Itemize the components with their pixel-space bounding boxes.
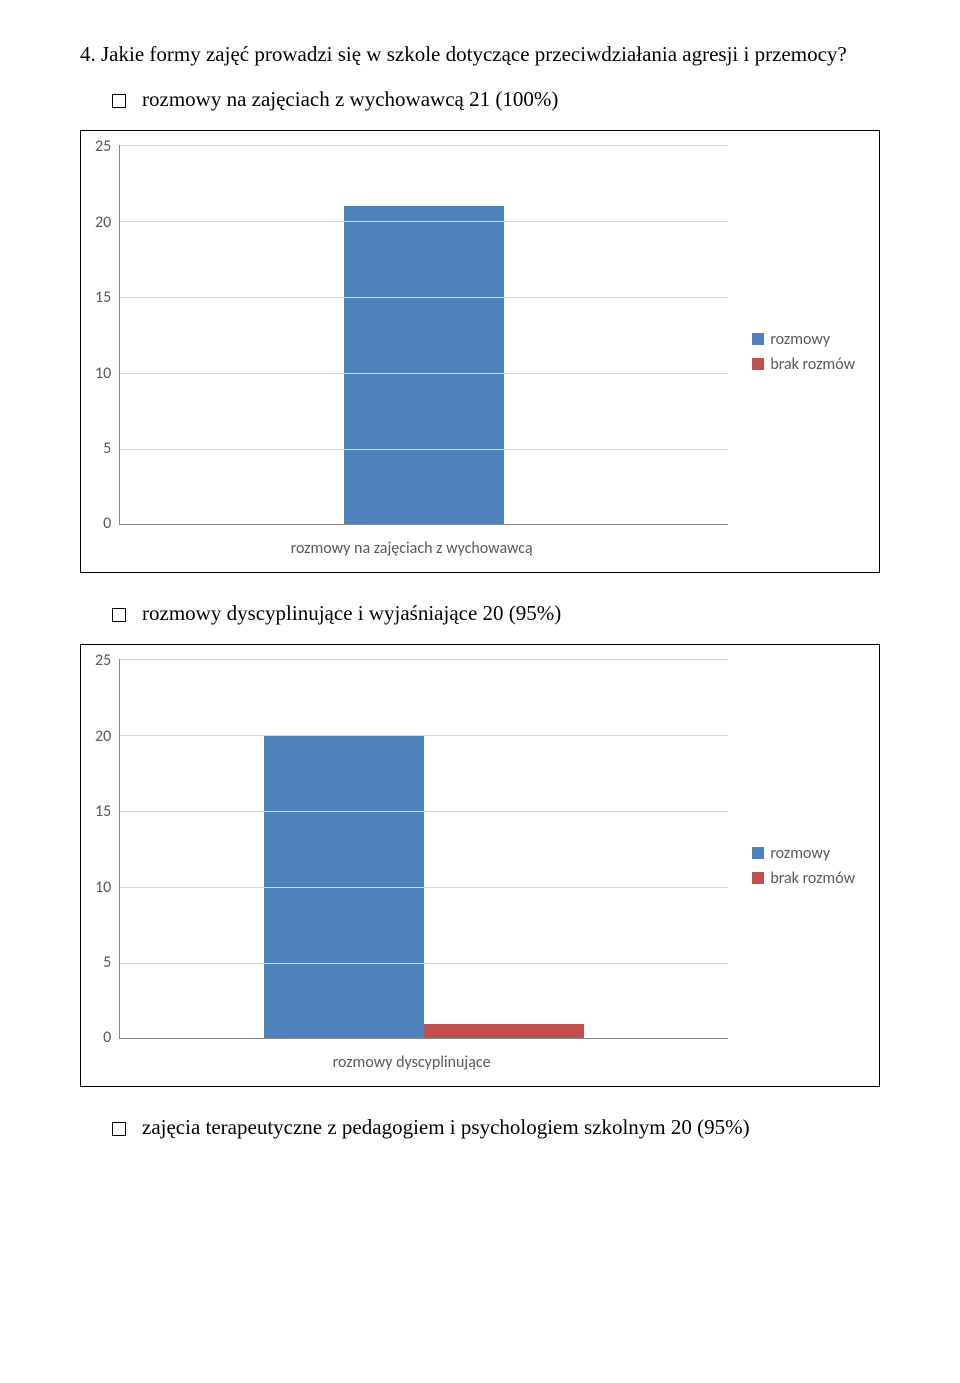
bullet-marker-icon — [112, 94, 126, 108]
legend-label: brak rozmów — [770, 355, 855, 374]
y-tick: 0 — [103, 514, 111, 533]
y-tick: 5 — [103, 953, 111, 972]
gridline — [120, 297, 728, 298]
chart-2-plot — [119, 659, 728, 1039]
bullet-item-1: rozmowy na zajęciach z wychowawcą 21 (10… — [112, 87, 880, 112]
y-tick: 25 — [95, 137, 111, 156]
chart-1: 25 20 15 10 5 0 rozmowy na zajęciach z wychow… — [80, 130, 880, 573]
chart-2-area: 2520151050 rozmowy dyscyplinujące — [95, 659, 728, 1072]
legend-label: rozmowy — [770, 330, 830, 349]
bar — [344, 206, 504, 525]
legend-swatch — [752, 847, 764, 859]
y-tick: 25 — [95, 651, 111, 670]
chart-1-y-axis: 25 20 15 10 5 0 — [95, 137, 119, 533]
y-tick: 0 — [103, 1028, 111, 1047]
legend-label: rozmowy — [770, 844, 830, 863]
legend-swatch — [752, 358, 764, 370]
legend-label: brak rozmów — [770, 869, 855, 888]
gridline — [120, 811, 728, 812]
legend-item: rozmowy — [752, 844, 855, 863]
chart-1-area: 2520151050 rozmowy na zajęciach z wychow… — [95, 145, 728, 558]
bar — [424, 1024, 584, 1039]
y-tick: 15 — [95, 802, 111, 821]
chart-1-legend: rozmowy brak rozmów — [752, 324, 855, 380]
bullet-item-3: zajęcia terapeutyczne z pedagogiem i psy… — [112, 1115, 880, 1140]
legend-item: brak rozmów — [752, 869, 855, 888]
gridline — [120, 221, 728, 222]
chart-2: 25 20 15 10 5 0 rozmowy dyscyplinujące rozmow… — [80, 644, 880, 1087]
y-tick: 20 — [95, 727, 111, 746]
bullet-marker-icon — [112, 1122, 126, 1136]
y-tick: 10 — [95, 364, 111, 383]
legend-item: brak rozmów — [752, 355, 855, 374]
gridline — [120, 145, 728, 146]
gridline — [120, 659, 728, 660]
bullet-item-2: rozmowy dyscyplinujące i wyjaśniające 20… — [112, 601, 880, 626]
y-tick: 15 — [95, 288, 111, 307]
chart-2-baseline — [120, 1038, 728, 1039]
y-tick: 5 — [103, 439, 111, 458]
gridline — [120, 735, 728, 736]
bullet-text-1: rozmowy na zajęciach z wychowawcą 21 (10… — [142, 87, 558, 112]
legend-swatch — [752, 872, 764, 884]
chart-2-y-axis: 25 20 15 10 5 0 — [95, 651, 119, 1047]
y-tick: 10 — [95, 878, 111, 897]
gridline — [120, 373, 728, 374]
gridline — [120, 963, 728, 964]
y-tick: 20 — [95, 213, 111, 232]
bullet-text-3: zajęcia terapeutyczne z pedagogiem i psy… — [142, 1115, 750, 1140]
chart-1-x-label: rozmowy na zajęciach z wychowawcą — [95, 539, 728, 558]
gridline — [120, 887, 728, 888]
chart-1-bars — [120, 145, 728, 525]
chart-1-plot — [119, 145, 728, 525]
legend-swatch — [752, 333, 764, 345]
chart-2-legend: rozmowy brak rozmów — [752, 838, 855, 894]
chart-2-bars — [120, 659, 728, 1039]
chart-2-x-label: rozmowy dyscyplinujące — [95, 1053, 728, 1072]
bullet-marker-icon — [112, 608, 126, 622]
question-text: 4. Jakie formy zajęć prowadzi się w szko… — [80, 40, 880, 69]
chart-1-baseline — [120, 524, 728, 525]
gridline — [120, 449, 728, 450]
bullet-text-2: rozmowy dyscyplinujące i wyjaśniające 20… — [142, 601, 561, 626]
legend-item: rozmowy — [752, 330, 855, 349]
